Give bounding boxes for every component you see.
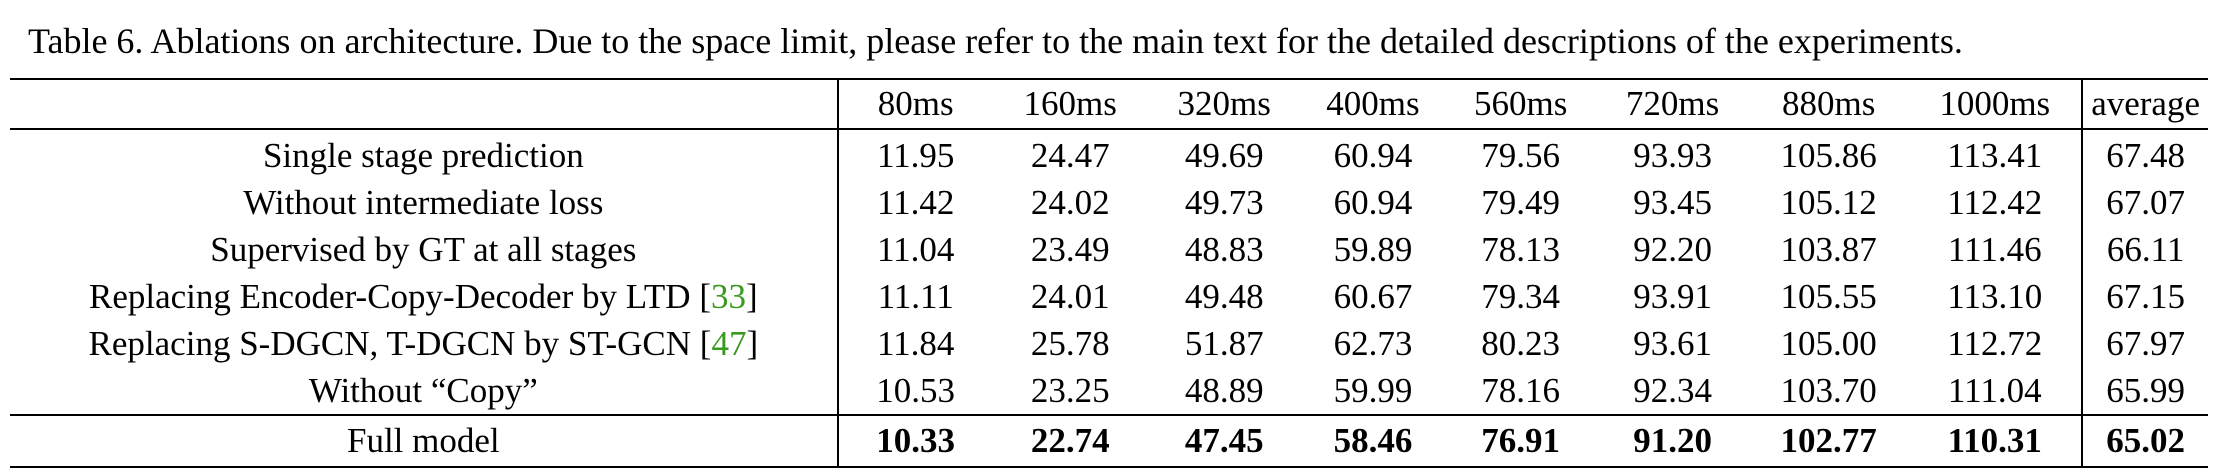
table-cell: 103.87 bbox=[1780, 230, 1877, 269]
table-cell: 92.34 bbox=[1633, 371, 1712, 410]
row-label: Without “Copy” bbox=[10, 367, 839, 415]
table-cell: 11.42 bbox=[876, 183, 955, 222]
table-caption: Table 6. Ablations on architecture. Due … bbox=[28, 21, 1963, 61]
table-cell-average: 67.97 bbox=[2081, 320, 2208, 367]
row-label: Single stage prediction bbox=[10, 129, 839, 179]
table-cell: 93.93 bbox=[1633, 136, 1712, 175]
table-cell-best: 58.46 bbox=[1300, 414, 1446, 468]
row-label: Without intermediate loss bbox=[10, 179, 839, 226]
column-header: 880ms bbox=[1749, 78, 1909, 130]
table-cell: 112.72 bbox=[1947, 324, 2043, 363]
table-cell: 62.73 bbox=[1333, 324, 1413, 363]
table-cell-best: 91.20 bbox=[1596, 414, 1750, 468]
table-cell: 93.45 bbox=[1633, 183, 1712, 222]
table-row: Without “Copy” 10.53 23.25 48.89 59.99 7… bbox=[10, 367, 2208, 415]
row-label-full-model: Full model bbox=[10, 414, 839, 468]
table-cell: 93.61 bbox=[1633, 324, 1712, 363]
table-cell-best: 10.33 bbox=[837, 414, 993, 468]
row-label: Replacing Encoder-Copy-Decoder by LTD [3… bbox=[10, 273, 839, 320]
column-header: 560ms bbox=[1445, 78, 1597, 130]
table-cell: 59.89 bbox=[1333, 230, 1413, 269]
citation-link[interactable]: 47 bbox=[711, 324, 747, 363]
table-cell: 113.10 bbox=[1947, 277, 2043, 316]
citation-link[interactable]: 33 bbox=[710, 277, 746, 316]
table-cell: 23.49 bbox=[1030, 230, 1110, 269]
table-cell: 105.55 bbox=[1780, 277, 1877, 316]
table-cell-best: 110.31 bbox=[1908, 414, 2083, 468]
column-header: 400ms bbox=[1300, 78, 1446, 130]
table-cell-best-average: 65.02 bbox=[2081, 414, 2208, 468]
column-header-average: average bbox=[2081, 78, 2208, 130]
table-cell: 10.53 bbox=[876, 371, 956, 410]
table-cell: 49.73 bbox=[1184, 183, 1264, 222]
table-row: Single stage prediction 11.95 24.47 49.6… bbox=[10, 129, 2208, 179]
table-cell-average: 67.07 bbox=[2081, 179, 2208, 226]
table-cell: 60.94 bbox=[1333, 136, 1413, 175]
table-cell: 11.84 bbox=[876, 324, 955, 363]
table-row: Replacing Encoder-Copy-Decoder by LTD [3… bbox=[10, 273, 2208, 320]
column-header: 320ms bbox=[1147, 78, 1301, 130]
table-cell: 25.78 bbox=[1030, 324, 1110, 363]
table-cell: 113.41 bbox=[1947, 136, 2043, 175]
table-cell: 79.56 bbox=[1481, 136, 1561, 175]
table-cell-best: 76.91 bbox=[1445, 414, 1597, 468]
table-cell: 105.86 bbox=[1780, 136, 1877, 175]
column-header: 80ms bbox=[837, 78, 993, 130]
table-cell: 92.20 bbox=[1633, 230, 1712, 269]
table-cell-average: 67.48 bbox=[2081, 129, 2208, 179]
ablation-table: 80ms 160ms 320ms 400ms 560ms 720ms 880ms… bbox=[10, 78, 2208, 468]
table-cell-best: 47.45 bbox=[1147, 414, 1301, 468]
full-model-row: Full model 10.33 22.74 47.45 58.46 76.91… bbox=[10, 414, 2208, 468]
table-cell: 105.00 bbox=[1780, 324, 1877, 363]
column-header: 160ms bbox=[992, 78, 1148, 130]
table-cell: 59.99 bbox=[1333, 371, 1413, 410]
table-cell: 105.12 bbox=[1780, 183, 1877, 222]
table-cell: 11.11 bbox=[877, 277, 954, 316]
table-cell-best: 102.77 bbox=[1749, 414, 1909, 468]
table-cell: 24.02 bbox=[1030, 183, 1110, 222]
table-cell: 103.70 bbox=[1780, 371, 1877, 410]
table-cell: 111.46 bbox=[1947, 230, 2042, 269]
table-cell: 11.04 bbox=[876, 230, 955, 269]
table-cell: 112.42 bbox=[1947, 183, 2043, 222]
header-row: 80ms 160ms 320ms 400ms 560ms 720ms 880ms… bbox=[10, 78, 2208, 130]
table-cell: 51.87 bbox=[1184, 324, 1264, 363]
table-cell: 48.89 bbox=[1184, 371, 1264, 410]
table-cell: 78.16 bbox=[1481, 371, 1561, 410]
table-row: Supervised by GT at all stages 11.04 23.… bbox=[10, 226, 2208, 273]
table-cell-average: 65.99 bbox=[2081, 367, 2208, 415]
table-cell: 48.83 bbox=[1184, 230, 1264, 269]
row-label: Replacing S-DGCN, T-DGCN by ST-GCN [47] bbox=[10, 320, 839, 367]
table-cell: 24.01 bbox=[1030, 277, 1110, 316]
header-label-cell bbox=[10, 78, 839, 130]
row-label: Supervised by GT at all stages bbox=[10, 226, 839, 273]
table-cell: 80.23 bbox=[1481, 324, 1561, 363]
table-cell: 111.04 bbox=[1947, 371, 2042, 410]
table-cell: 79.34 bbox=[1481, 277, 1561, 316]
table-cell: 60.67 bbox=[1333, 277, 1413, 316]
table-cell: 93.91 bbox=[1633, 277, 1712, 316]
table-cell: 11.95 bbox=[876, 136, 955, 175]
column-header: 720ms bbox=[1596, 78, 1750, 130]
table-row: Replacing S-DGCN, T-DGCN by ST-GCN [47] … bbox=[10, 320, 2208, 367]
table-row: Without intermediate loss 11.42 24.02 49… bbox=[10, 179, 2208, 226]
table-cell: 23.25 bbox=[1030, 371, 1110, 410]
table-cell-average: 67.15 bbox=[2081, 273, 2208, 320]
table-cell: 79.49 bbox=[1481, 183, 1561, 222]
table-cell-average: 66.11 bbox=[2081, 226, 2208, 273]
table-cell: 49.69 bbox=[1184, 136, 1264, 175]
table-cell: 24.47 bbox=[1030, 136, 1110, 175]
table-cell-best: 22.74 bbox=[992, 414, 1148, 468]
table-cell: 78.13 bbox=[1481, 230, 1561, 269]
table-cell: 49.48 bbox=[1184, 277, 1264, 316]
column-header: 1000ms bbox=[1908, 78, 2083, 130]
table-cell: 60.94 bbox=[1333, 183, 1413, 222]
